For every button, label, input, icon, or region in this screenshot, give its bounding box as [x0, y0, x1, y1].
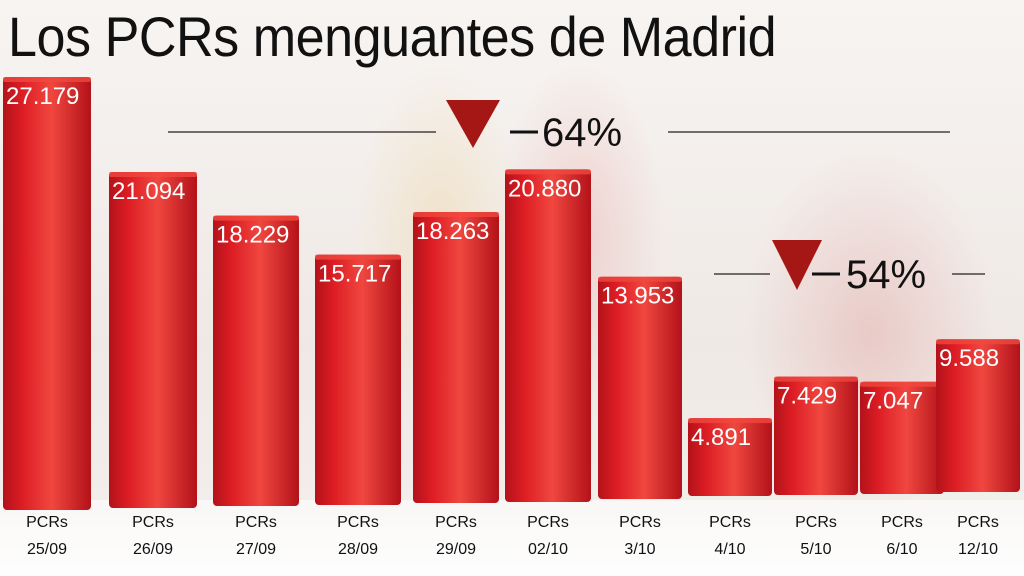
bar: [688, 418, 772, 496]
category-label: 26/09: [133, 541, 173, 558]
data-label: 4.891: [691, 424, 751, 451]
data-label: 18.229: [216, 222, 289, 249]
bar: [213, 215, 299, 506]
bar: [860, 381, 944, 494]
category-label: 02/10: [528, 541, 568, 558]
category-label: 25/09: [27, 541, 67, 558]
down-triangle-icon: [446, 100, 500, 148]
category-label: PCRs: [957, 514, 999, 531]
bar: [598, 276, 682, 499]
category-label: PCRs: [435, 514, 477, 531]
category-label: PCRs: [235, 514, 277, 531]
category-label: PCRs: [709, 514, 751, 531]
bar: [315, 254, 401, 505]
data-label: 20.880: [508, 175, 581, 202]
bar-top-highlight: [109, 171, 197, 177]
category-label: 5/10: [800, 541, 831, 558]
bar: [774, 376, 858, 495]
bar-top-highlight: [413, 212, 499, 218]
data-label: 15.717: [318, 261, 391, 288]
category-label: PCRs: [881, 514, 923, 531]
bar: [3, 77, 91, 510]
bar: [505, 169, 591, 503]
bar-top-highlight: [213, 215, 299, 221]
annotation-text: 54%: [846, 253, 926, 297]
data-label: 27.179: [6, 83, 79, 110]
category-label: PCRs: [527, 514, 569, 531]
bar-top-highlight: [505, 169, 591, 175]
data-label: 9.588: [939, 345, 999, 372]
category-label: 12/10: [958, 541, 998, 558]
annotation-text: 64%: [542, 111, 622, 155]
category-label: PCRs: [795, 514, 837, 531]
bar-top-highlight: [315, 254, 401, 260]
category-label: 4/10: [714, 541, 745, 558]
bar-top-highlight: [860, 381, 944, 387]
category-label: PCRs: [26, 514, 68, 531]
category-label: 29/09: [436, 541, 476, 558]
bar-top-highlight: [598, 276, 682, 282]
category-label: 3/10: [624, 541, 655, 558]
category-label: 27/09: [236, 541, 276, 558]
bar: [936, 339, 1020, 492]
chart-title: Los PCRs menguantes de Madrid: [8, 5, 777, 68]
background-floor: [0, 500, 1024, 576]
data-label: 18.263: [416, 218, 489, 245]
category-label: 6/10: [886, 541, 917, 558]
bar-top-highlight: [936, 339, 1020, 345]
category-label: PCRs: [337, 514, 379, 531]
category-label: PCRs: [619, 514, 661, 531]
bar: [413, 212, 499, 503]
data-label: 21.094: [112, 178, 185, 205]
bar: [109, 171, 197, 508]
data-label: 7.429: [777, 383, 837, 410]
bar-top-highlight: [688, 418, 772, 424]
data-label: 7.047: [863, 388, 923, 415]
bar-top-highlight: [774, 376, 858, 382]
down-triangle-icon: [772, 240, 822, 290]
category-label: PCRs: [132, 514, 174, 531]
data-label: 13.953: [601, 283, 674, 310]
bar-top-highlight: [3, 77, 91, 82]
category-label: 28/09: [338, 541, 378, 558]
